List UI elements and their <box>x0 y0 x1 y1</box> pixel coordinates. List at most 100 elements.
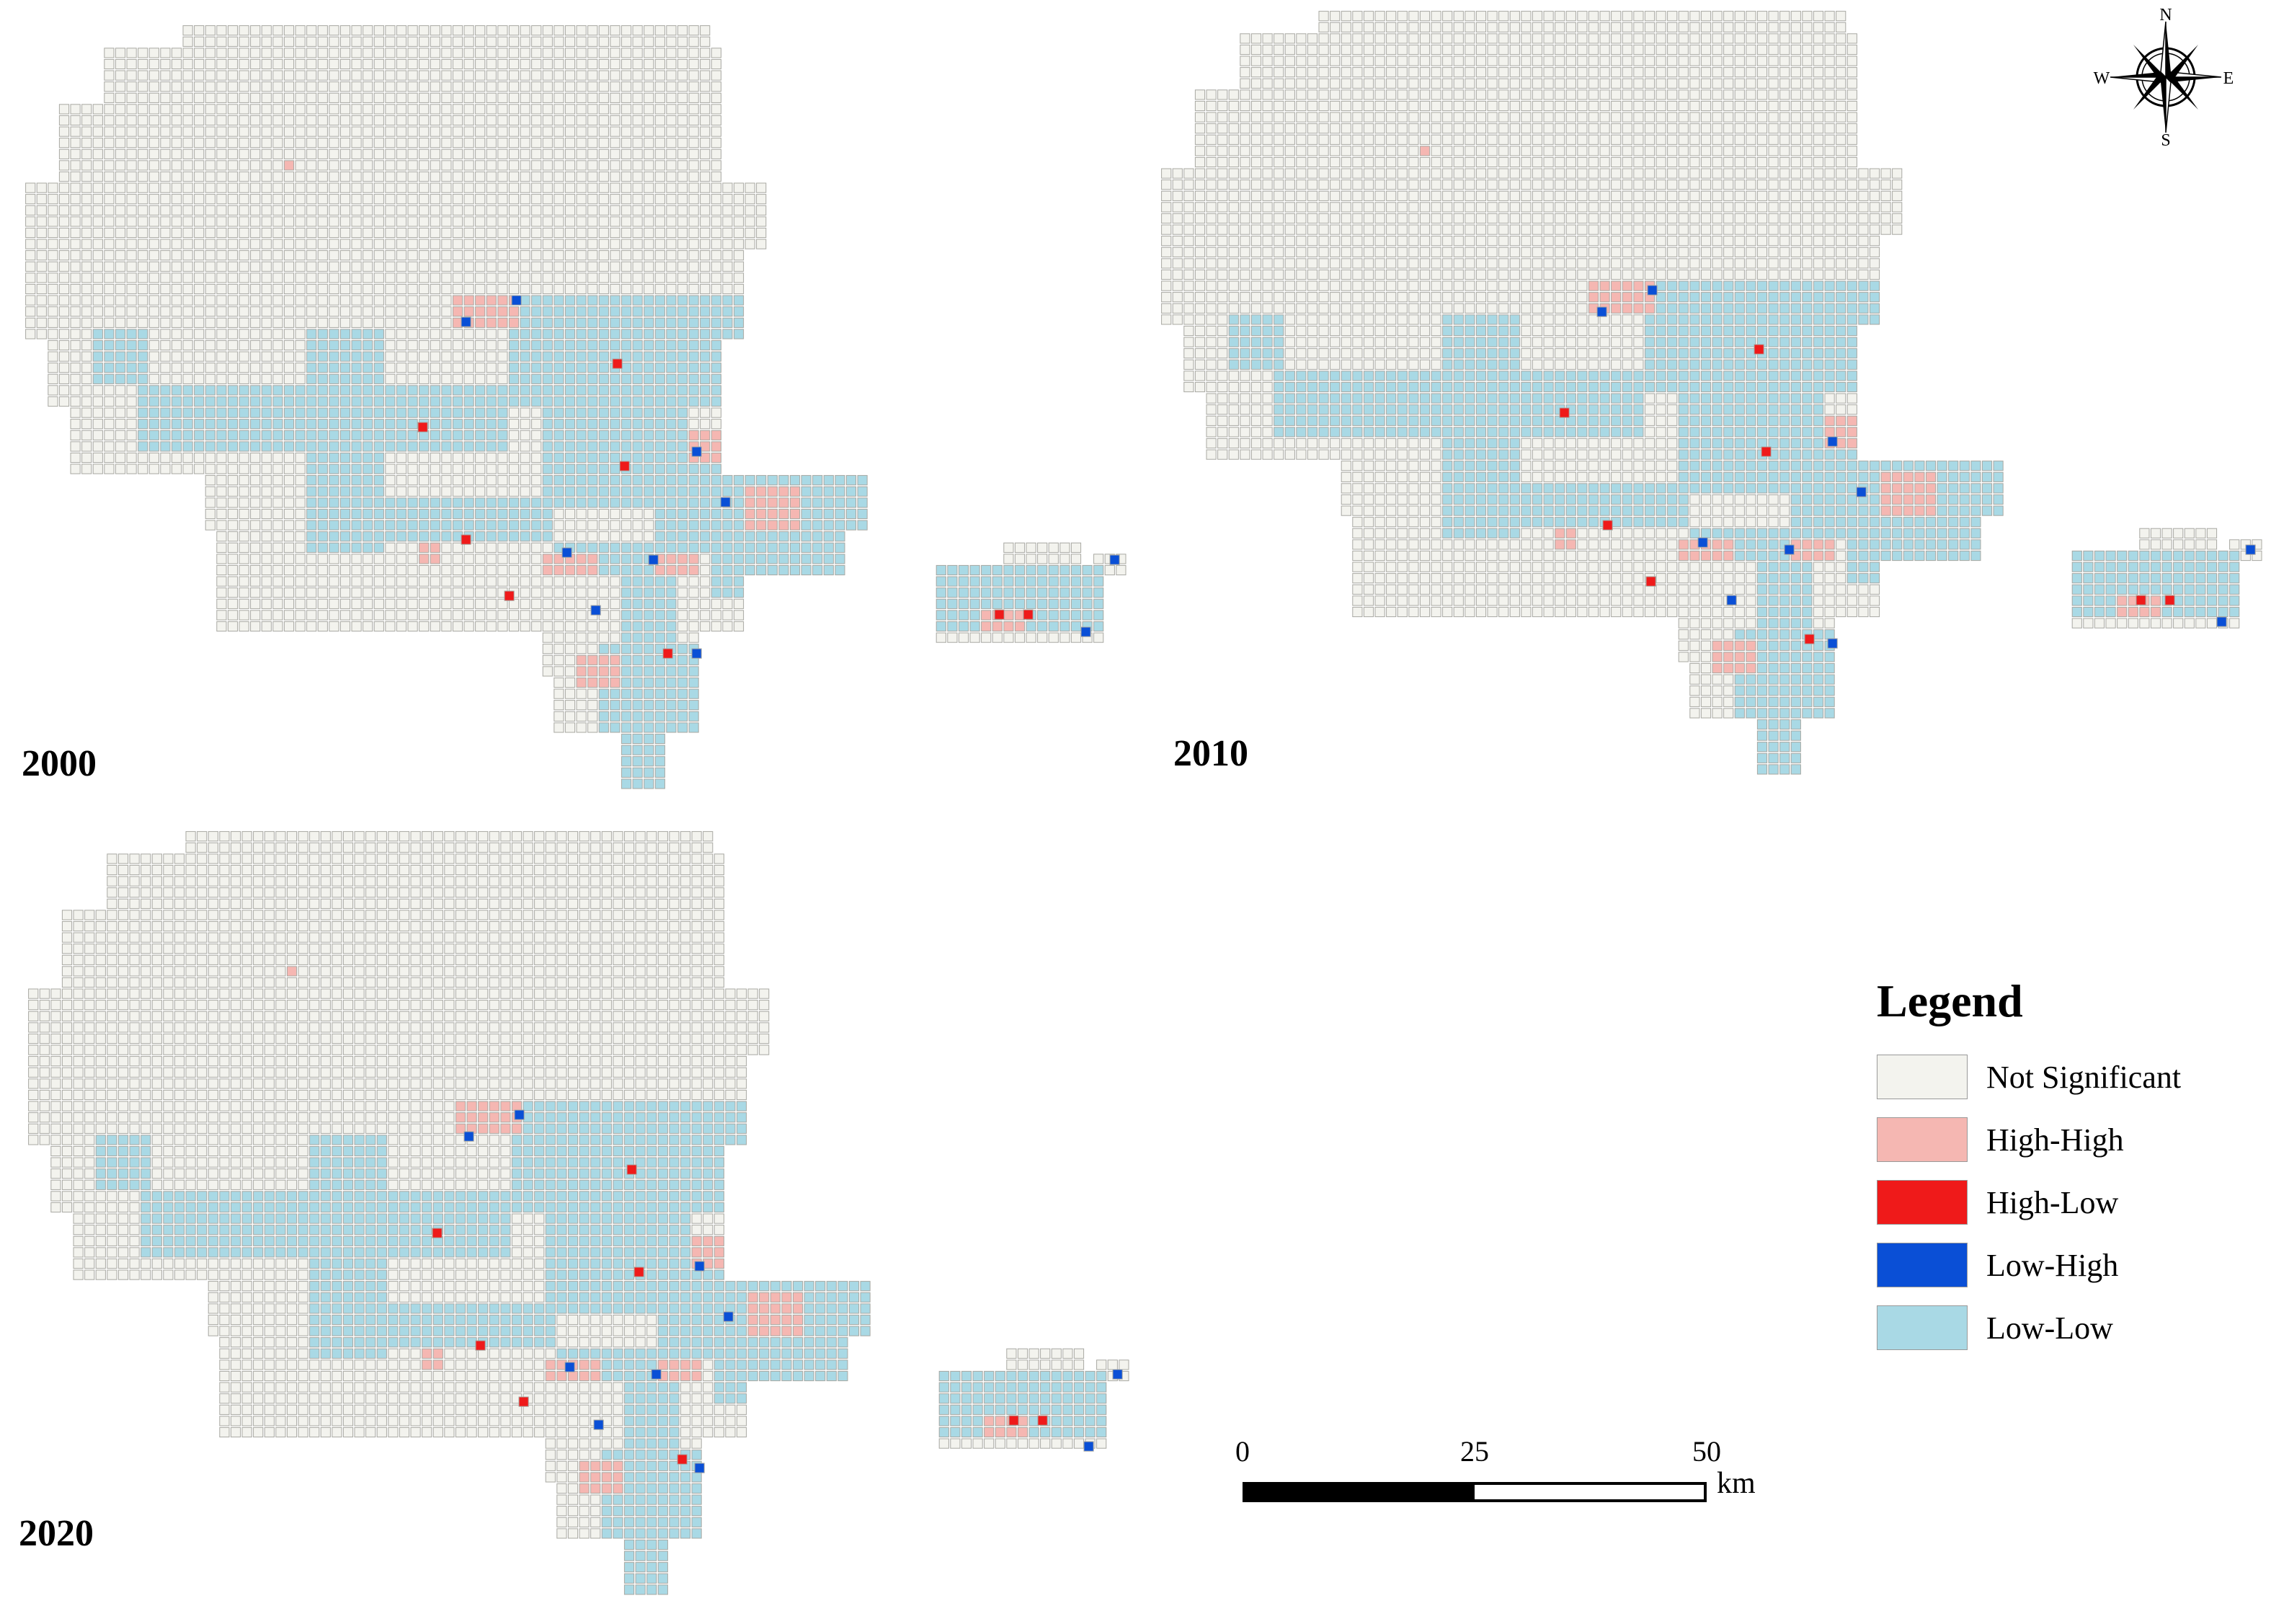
cell-not-significant <box>306 598 317 609</box>
cell-not-significant <box>1307 112 1318 123</box>
cell-not-significant <box>1678 224 1689 235</box>
cell-not-significant <box>1611 56 1622 66</box>
cell-not-significant <box>1611 258 1622 269</box>
cell-not-significant <box>1419 11 1431 22</box>
cell-not-significant <box>508 441 520 452</box>
cell-low-low <box>1037 564 1048 576</box>
cell-not-significant <box>81 407 92 418</box>
cell-not-significant <box>688 621 699 632</box>
cell-not-significant <box>1431 236 1441 247</box>
cell-not-significant <box>992 632 1003 643</box>
cell-not-significant <box>25 306 36 317</box>
cell-not-significant <box>396 317 407 328</box>
cell-not-significant <box>1689 56 1700 66</box>
cell-low-low <box>812 475 823 486</box>
cell-low-low <box>610 554 621 564</box>
cell-not-significant <box>1240 190 1250 201</box>
cell-not-significant <box>475 48 486 58</box>
cell-not-significant <box>171 171 182 182</box>
cell-not-significant <box>1386 22 1397 32</box>
cell-low-low <box>666 463 677 474</box>
cell-not-significant <box>1836 89 1846 100</box>
cell-not-significant <box>587 250 598 261</box>
cell-not-significant <box>1330 146 1341 156</box>
cell-not-significant <box>1408 280 1419 291</box>
cell-low-low <box>407 385 418 396</box>
cell-not-significant <box>339 283 351 295</box>
cell-low-low <box>711 351 721 362</box>
cell-not-significant <box>1250 190 1262 201</box>
cell-not-significant <box>1307 33 1318 44</box>
cell-not-significant <box>104 385 115 396</box>
cell-not-significant <box>1161 280 1172 291</box>
cell-not-significant <box>1633 179 1644 190</box>
cell-not-significant <box>531 564 542 576</box>
cell-not-significant <box>564 160 576 171</box>
cell-not-significant <box>272 283 283 295</box>
cell-not-significant <box>396 239 407 249</box>
cell-not-significant <box>1723 22 1734 32</box>
cell-low-low <box>531 385 542 396</box>
cell-low-low <box>1048 587 1059 598</box>
cell-not-significant <box>542 227 553 239</box>
cell-not-significant <box>475 463 486 474</box>
cell-not-significant <box>160 104 171 115</box>
cell-not-significant <box>576 610 587 621</box>
cell-low-low <box>644 644 654 655</box>
cell-low-low <box>733 329 745 340</box>
cell-low-low <box>430 430 440 440</box>
cell-not-significant <box>419 104 430 115</box>
cell-not-significant <box>1577 100 1588 112</box>
cell-not-significant <box>329 554 339 564</box>
cell-not-significant <box>1633 67 1644 78</box>
cell-low-low <box>632 587 643 598</box>
cell-low-low <box>1003 576 1014 587</box>
cell-not-significant <box>1172 224 1183 235</box>
cell-not-significant <box>1363 258 1374 269</box>
cell-not-significant <box>339 261 351 272</box>
cell-not-significant <box>261 272 272 283</box>
cell-not-significant <box>36 329 47 340</box>
cell-not-significant <box>610 239 621 249</box>
cell-not-significant <box>182 239 193 249</box>
cell-not-significant <box>1656 33 1666 44</box>
cell-not-significant <box>1194 280 1206 291</box>
cell-low-low <box>632 497 643 508</box>
cell-not-significant <box>1667 134 1678 145</box>
cell-not-significant <box>1465 258 1475 269</box>
cell-low-low <box>475 497 486 508</box>
cell-low-low <box>531 520 542 531</box>
cell-not-significant <box>497 452 508 463</box>
cell-not-significant <box>1228 269 1239 280</box>
cell-not-significant <box>373 227 384 239</box>
cell-not-significant <box>430 373 440 384</box>
cell-not-significant <box>1419 236 1431 247</box>
cell-not-significant <box>475 205 486 216</box>
cell-not-significant <box>227 475 239 486</box>
cell-not-significant <box>475 576 486 587</box>
cell-not-significant <box>745 216 755 227</box>
cell-not-significant <box>1700 190 1712 201</box>
cell-not-significant <box>1723 44 1734 56</box>
cell-not-significant <box>239 610 249 621</box>
cell-not-significant <box>138 250 148 261</box>
cell-not-significant <box>564 283 576 295</box>
cell-not-significant <box>1284 146 1295 156</box>
cell-not-significant <box>1588 11 1599 22</box>
cell-not-significant <box>1543 236 1554 247</box>
cell-low-low <box>677 295 688 306</box>
cell-not-significant <box>1217 156 1228 168</box>
cell-not-significant <box>1498 134 1509 145</box>
cell-not-significant <box>1262 89 1273 100</box>
cell-not-significant <box>610 25 621 36</box>
cell-not-significant <box>1274 156 1284 168</box>
cell-not-significant <box>1869 258 1880 269</box>
cell-not-significant <box>677 632 688 643</box>
cell-not-significant <box>564 227 576 239</box>
cell-not-significant <box>1723 179 1734 190</box>
cell-not-significant <box>463 475 474 486</box>
cell-not-significant <box>250 531 261 542</box>
cell-not-significant <box>148 58 159 70</box>
cell-low-low <box>745 475 755 486</box>
